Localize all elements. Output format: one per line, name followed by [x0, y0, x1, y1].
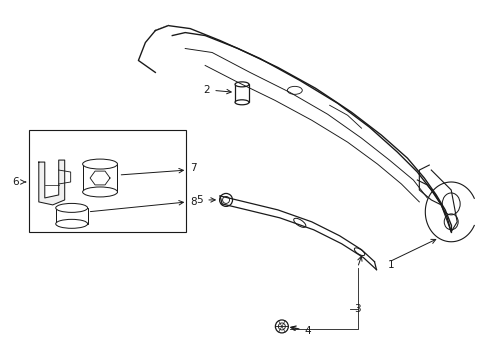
Ellipse shape: [82, 187, 117, 197]
Ellipse shape: [235, 100, 248, 105]
Ellipse shape: [82, 159, 117, 169]
Ellipse shape: [275, 320, 288, 333]
Ellipse shape: [354, 248, 364, 256]
Text: 2: 2: [203, 85, 210, 95]
Ellipse shape: [219, 193, 232, 206]
Text: 4: 4: [304, 327, 311, 336]
Polygon shape: [39, 160, 64, 205]
Ellipse shape: [293, 218, 305, 228]
Ellipse shape: [235, 82, 248, 87]
Bar: [235, 84, 248, 102]
Text: 8: 8: [190, 197, 197, 207]
Bar: [56, 208, 87, 224]
Text: 6: 6: [12, 177, 19, 187]
Polygon shape: [138, 26, 168, 72]
Text: 7: 7: [190, 163, 197, 173]
Text: 1: 1: [386, 260, 393, 270]
Text: 5: 5: [196, 195, 203, 205]
Ellipse shape: [56, 203, 87, 212]
Bar: [82, 164, 117, 192]
Ellipse shape: [56, 219, 87, 228]
Text: 3: 3: [354, 305, 361, 315]
Bar: [29, 130, 186, 232]
